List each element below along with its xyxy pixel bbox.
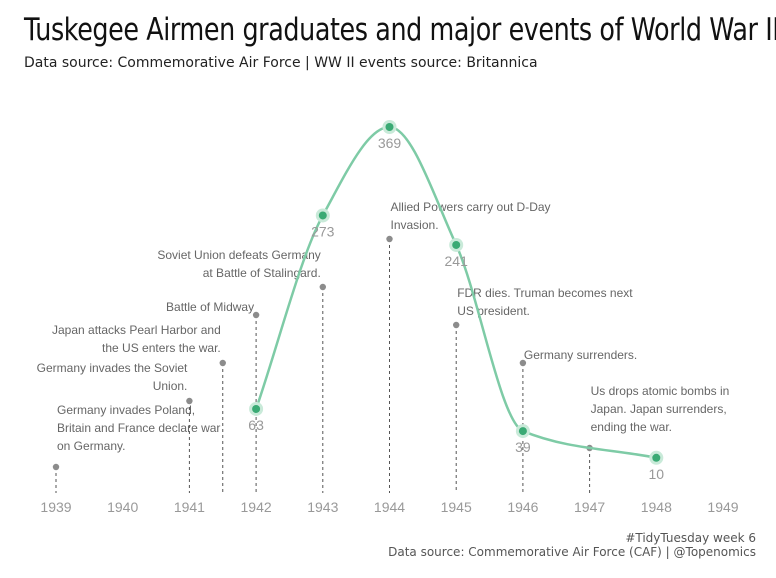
event-label: Allied Powers carry out D-Day	[391, 200, 551, 214]
x-tick-label: 1939	[40, 499, 71, 515]
event-label: Union.	[153, 379, 188, 393]
x-tick-label: 1949	[707, 499, 738, 515]
event-label: Germany invades Poland,	[57, 403, 195, 417]
graduates-value-label: 10	[649, 466, 665, 482]
event-dot	[252, 311, 260, 319]
event-dot	[386, 235, 393, 243]
graduates-point	[518, 427, 527, 436]
event-label: at Battle of Stalingard.	[203, 266, 321, 280]
event-label: ending the war.	[591, 420, 672, 434]
graduates-value-label: 39	[515, 439, 531, 455]
event-dot	[453, 321, 460, 329]
graduates-point	[652, 453, 661, 462]
x-tick-label: 1946	[507, 499, 538, 515]
event-label: Germany invades the Soviet	[37, 361, 188, 375]
graduates-point	[252, 404, 261, 413]
event-label: the US enters the war.	[102, 341, 221, 355]
event-label: Us drops atomic bombs in	[591, 384, 730, 398]
chart-title: Tuskegee Airmen graduates and major even…	[24, 12, 776, 48]
event-dot	[186, 397, 193, 405]
graduates-value-label: 241	[445, 253, 469, 269]
x-tick-label: 1940	[107, 499, 138, 515]
event-dot	[519, 359, 527, 367]
event-label: Britain and France declare war	[57, 421, 220, 435]
x-tick-label: 1945	[441, 499, 472, 515]
event-label: US president.	[457, 304, 530, 318]
event-dot	[319, 283, 326, 291]
event-label: Invasion.	[391, 218, 439, 232]
event-label: Soviet Union defeats Germany	[157, 248, 320, 262]
event-label: on Germany.	[57, 439, 125, 453]
event-dot	[219, 359, 226, 367]
event-label: Battle of Midway	[166, 300, 254, 314]
event-label: Germany surrenders.	[524, 348, 637, 362]
graduates-point	[318, 211, 327, 220]
chart-subtitle: Data source: Commemorative Air Force | W…	[24, 55, 538, 71]
caption-source: Data source: Commemorative Air Force (CA…	[388, 545, 756, 559]
event-label: FDR dies. Truman becomes next	[457, 286, 633, 300]
x-tick-label: 1948	[641, 499, 672, 515]
event-label: Japan. Japan surrenders,	[591, 402, 727, 416]
event-label: Japan attacks Pearl Harbor and	[52, 323, 221, 337]
graduates-value-label: 369	[378, 135, 402, 151]
event-dot	[52, 463, 60, 471]
x-tick-label: 1944	[374, 499, 405, 515]
caption-hashtag: #TidyTuesday week 6	[625, 531, 756, 545]
x-tick-label: 1942	[241, 499, 272, 515]
x-tick-label: 1947	[574, 499, 605, 515]
x-tick-label: 1941	[174, 499, 205, 515]
x-tick-label: 1943	[307, 499, 338, 515]
graduates-value-label: 273	[311, 223, 335, 239]
graduates-point	[385, 123, 394, 131]
graduates-point	[452, 240, 461, 249]
graduates-value-label: 63	[248, 417, 264, 433]
